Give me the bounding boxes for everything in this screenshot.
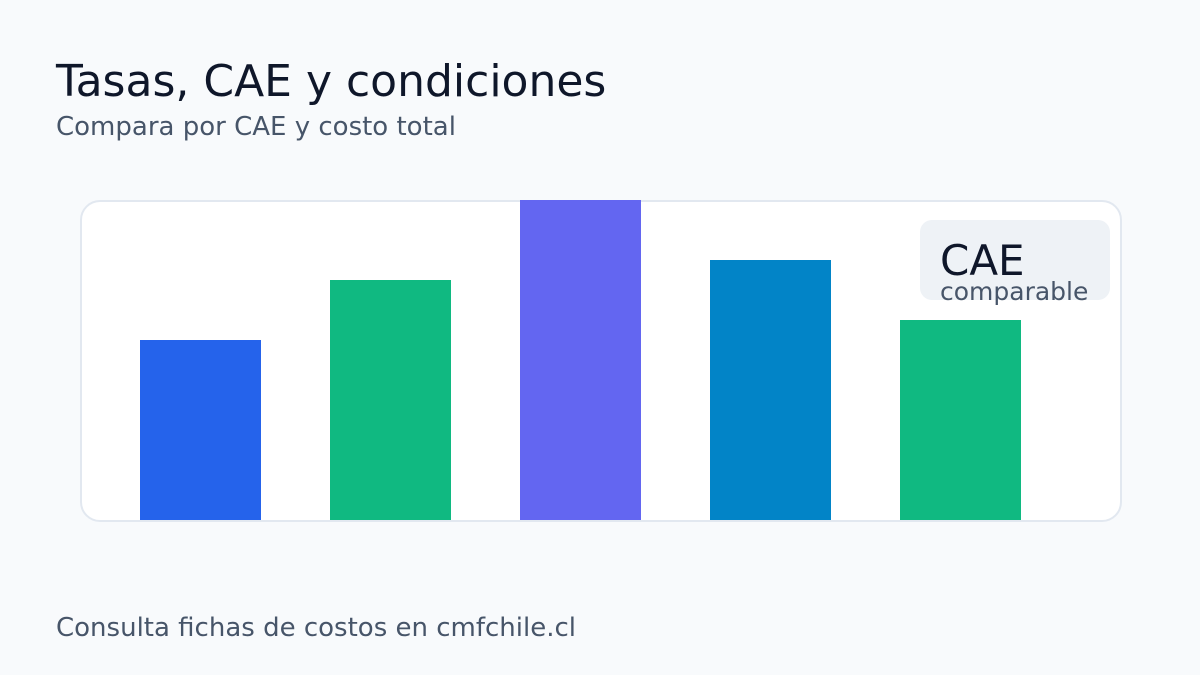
page-title: Tasas, CAE y condiciones <box>56 56 607 107</box>
cae-badge <box>920 220 1110 300</box>
cae-badge-title: CAE <box>940 236 1025 285</box>
bar-1 <box>140 340 261 520</box>
bar-group <box>140 200 1021 520</box>
page-subtitle: Compara por CAE y costo total <box>56 112 456 142</box>
footer-note: Consulta fichas de costos en cmfchile.cl <box>56 613 577 643</box>
bar-2 <box>330 280 451 520</box>
cae-badge-subtitle: comparable <box>940 277 1089 306</box>
bar-5 <box>900 320 1021 520</box>
bar-4 <box>710 260 831 520</box>
bar-3 <box>520 200 641 520</box>
